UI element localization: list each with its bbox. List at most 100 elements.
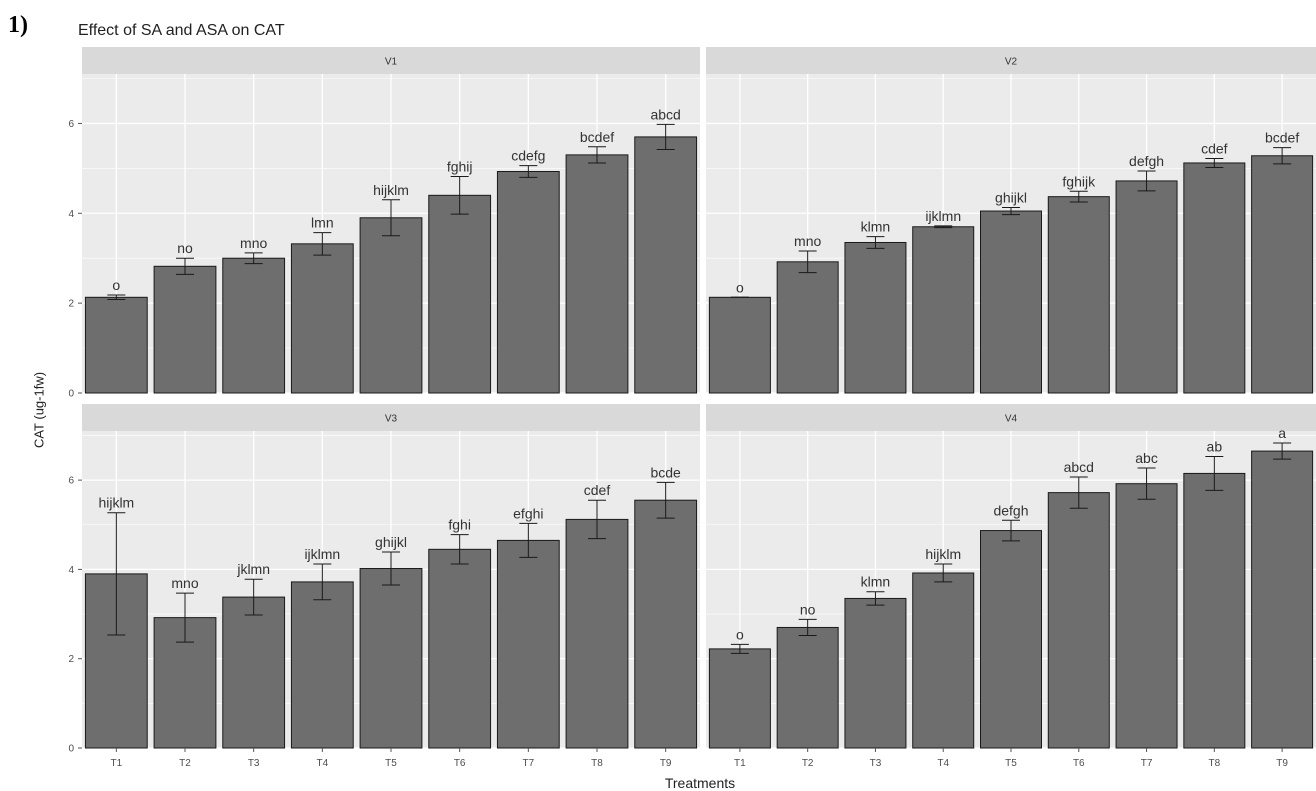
x-tick-label: T9 [1276, 758, 1288, 769]
x-tick-label: T6 [1073, 758, 1085, 769]
facet-strip-label: V1 [385, 57, 398, 68]
x-tick-label: T8 [591, 758, 603, 769]
bar [565, 154, 629, 394]
x-tick-label: T1 [110, 758, 122, 769]
facet-strip [82, 47, 700, 74]
bar [1251, 450, 1314, 749]
y-tick-label: 4 [68, 209, 74, 220]
bar [776, 626, 839, 749]
x-tick-label: T2 [802, 758, 814, 769]
x-tick-label: T6 [454, 758, 466, 769]
significance-letter-label: ghijkl [375, 534, 407, 550]
x-axis-title: Treatments [664, 775, 736, 791]
x-tick-label: T9 [660, 758, 672, 769]
significance-letter-label: ijklmn [304, 546, 340, 562]
bar [912, 226, 975, 394]
bar [222, 596, 286, 749]
bar [634, 499, 698, 749]
facet-strip-label: V3 [385, 414, 398, 425]
bar [290, 581, 354, 749]
chart-title: Effect of SA and ASA on CAT [78, 22, 285, 39]
significance-letter-label: mno [240, 235, 267, 251]
significance-letter-label: a [1278, 425, 1286, 441]
x-tick-label: T5 [385, 758, 397, 769]
x-tick-label: T7 [522, 758, 534, 769]
bar [844, 597, 907, 749]
bar [980, 530, 1042, 749]
bar [1115, 483, 1178, 749]
significance-letter-label: cdefg [511, 148, 545, 164]
significance-letter-label: ijklmn [925, 208, 961, 224]
y-tick-label: 6 [68, 119, 74, 130]
significance-letter-label: no [800, 601, 816, 617]
bar [1251, 155, 1314, 394]
significance-letter-label: klmn [861, 574, 891, 590]
bar [153, 265, 217, 394]
significance-letter-label: jklmn [236, 561, 270, 577]
significance-letter-label: hijklm [925, 546, 961, 562]
bar [1183, 472, 1246, 749]
x-tick-label: T2 [179, 758, 191, 769]
y-tick-label: 2 [68, 299, 74, 310]
x-tick-label: T3 [248, 758, 260, 769]
x-tick-label: T4 [937, 758, 949, 769]
bar [776, 261, 839, 394]
significance-letter-label: fghij [447, 158, 473, 174]
y-tick-label: 0 [68, 389, 74, 400]
x-tick-label: T5 [1005, 758, 1017, 769]
bar [1115, 180, 1178, 394]
facet-strip [706, 404, 1316, 431]
bar [912, 572, 975, 749]
facet-strip [82, 404, 700, 431]
significance-letter-label: abcd [650, 106, 680, 122]
significance-letter-label: bcdef [580, 129, 614, 145]
significance-letter-label: hijklm [373, 182, 409, 198]
significance-letter-label: lmn [311, 215, 334, 231]
bar [1183, 162, 1246, 394]
significance-letter-label: defgh [1129, 153, 1164, 169]
x-tick-label: T4 [316, 758, 328, 769]
x-tick-label: T7 [1141, 758, 1153, 769]
significance-letter-label: abc [1135, 450, 1158, 466]
significance-letter-label: no [177, 240, 193, 256]
bar [496, 170, 560, 394]
significance-letter-label: bcdef [1265, 130, 1299, 146]
bar [359, 568, 423, 749]
significance-letter-label: bcde [650, 464, 681, 480]
facet-strip-label: V2 [1005, 57, 1018, 68]
bar [428, 194, 492, 394]
significance-letter-label: ghijkl [995, 189, 1027, 205]
bar [84, 296, 148, 394]
significance-letter-label: defgh [993, 502, 1028, 518]
significance-letter-label: o [112, 277, 120, 293]
bar [359, 217, 423, 394]
x-tick-label: T1 [734, 758, 746, 769]
significance-letter-label: hijklm [98, 495, 134, 511]
facet-strip [706, 47, 1316, 74]
facet-strip-label: V4 [1005, 414, 1018, 425]
significance-letter-label: ab [1207, 438, 1223, 454]
bar [222, 257, 286, 394]
bar [428, 548, 492, 749]
y-tick-label: 4 [68, 565, 74, 576]
bar [1047, 492, 1110, 749]
bar [565, 518, 629, 749]
bar [708, 296, 771, 394]
y-tick-label: 6 [68, 476, 74, 487]
significance-letter-label: cdef [1201, 140, 1228, 156]
significance-letter-label: fghijk [1062, 173, 1096, 189]
significance-letter-label: fghi [448, 517, 471, 533]
bar [634, 136, 698, 394]
bar [290, 243, 354, 394]
figure-panel-label: 1) [8, 12, 28, 38]
significance-letter-label: mno [794, 233, 821, 249]
bar [844, 241, 907, 394]
bar [980, 210, 1042, 394]
y-tick-label: 2 [68, 654, 74, 665]
x-tick-label: T3 [870, 758, 882, 769]
bar [1047, 196, 1110, 394]
bar [496, 539, 560, 749]
significance-letter-label: efghi [513, 505, 543, 521]
significance-letter-label: o [736, 279, 744, 295]
